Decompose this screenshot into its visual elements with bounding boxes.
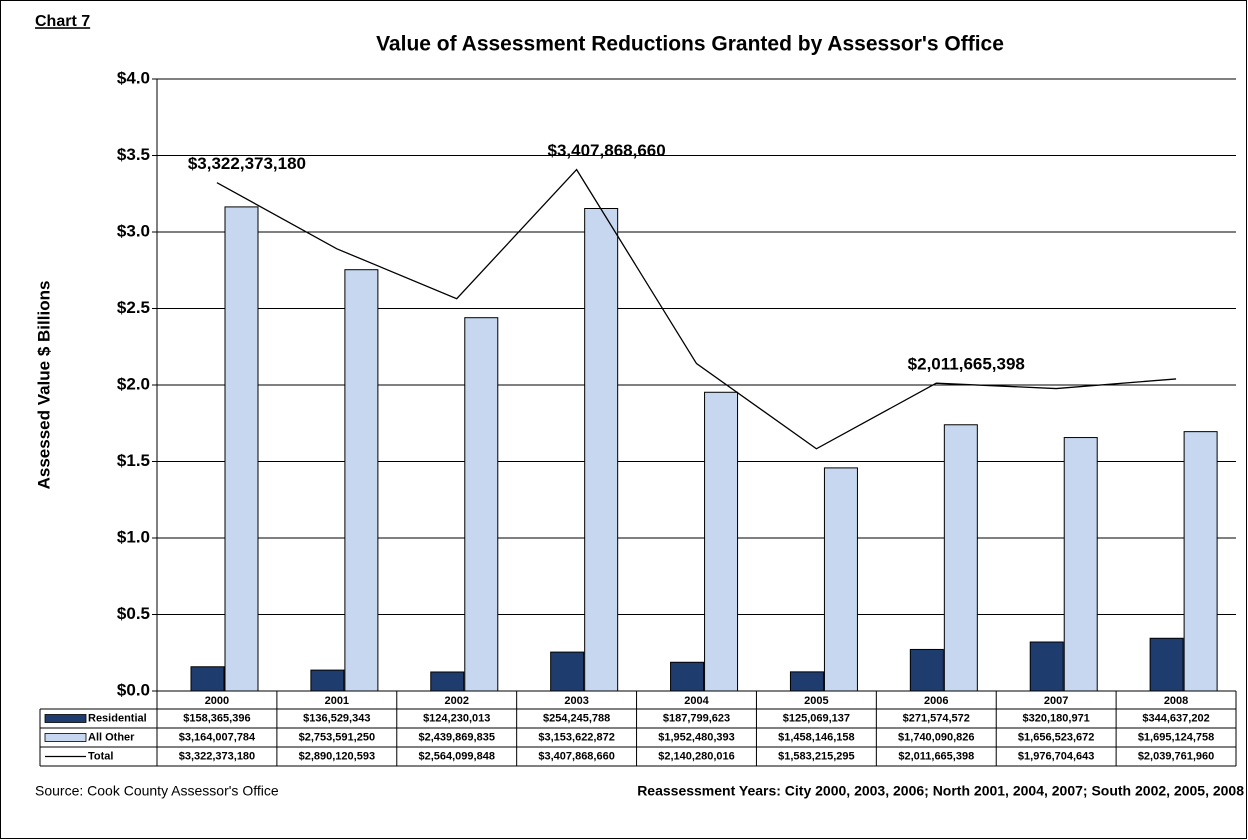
table-value: $2,890,120,593 (299, 750, 375, 762)
y-tick-label: $3.5 (117, 145, 150, 164)
x-tick-label: 2004 (684, 695, 709, 707)
table-value: $3,322,373,180 (179, 750, 255, 762)
table-value: $3,164,007,784 (179, 731, 256, 743)
table-value: $1,583,215,295 (778, 750, 854, 762)
legend-label: Total (88, 750, 113, 762)
bar (550, 651, 585, 692)
table-value: $1,695,124,758 (1138, 731, 1214, 743)
table-value: $2,011,665,398 (898, 750, 974, 762)
bar (310, 669, 345, 692)
x-tick-label: 2008 (1164, 695, 1188, 707)
chart-title: Value of Assessment Reductions Granted b… (376, 33, 1004, 56)
bar (464, 317, 499, 692)
bar (823, 467, 858, 692)
bar (704, 391, 739, 692)
table-value: $1,976,704,643 (1018, 750, 1094, 762)
chart-label: Chart 7 (35, 13, 90, 30)
y-tick-label: $3.0 (117, 221, 150, 240)
bar (190, 666, 225, 692)
table-value: $1,952,480,393 (658, 731, 734, 743)
y-tick-label: $0.0 (117, 680, 150, 699)
table-value: $2,753,591,250 (299, 731, 375, 743)
bar (1183, 431, 1218, 692)
x-tick-label: 2001 (325, 695, 349, 707)
x-tick-label: 2003 (564, 695, 588, 707)
bar (344, 269, 379, 692)
table-value: $1,656,523,672 (1018, 731, 1094, 743)
table-value: $1,740,090,826 (898, 731, 974, 743)
y-tick-label: $0.5 (117, 604, 150, 623)
table-value: $136,529,343 (303, 712, 370, 724)
table-value: $320,180,971 (1023, 712, 1090, 724)
y-tick-label: $2.0 (117, 374, 150, 393)
source: Source: Cook County Assessor's Office (35, 783, 279, 799)
table-value: $2,439,869,835 (418, 731, 494, 743)
annotation: $3,322,373,180 (188, 154, 306, 173)
table-value: $271,574,572 (903, 712, 970, 724)
x-tick-label: 2007 (1044, 695, 1068, 707)
table-value: $2,039,761,960 (1138, 750, 1214, 762)
table-value: $187,799,623 (663, 712, 730, 724)
bar (943, 424, 978, 692)
table-value: $3,153,622,872 (538, 731, 614, 743)
table-value: $124,230,013 (423, 712, 490, 724)
table-value: $125,069,137 (783, 712, 850, 724)
y-tick-label: $1.5 (117, 451, 150, 470)
legend-swatch (44, 733, 87, 742)
bar (430, 671, 465, 692)
x-tick-label: 2000 (205, 695, 229, 707)
bar (224, 206, 259, 692)
x-tick-label: 2002 (444, 695, 468, 707)
y-axis-label: Assessed Value $ Billions (34, 281, 53, 490)
bar (670, 661, 705, 692)
table-value: $2,564,099,848 (418, 750, 494, 762)
x-tick-label: 2005 (804, 695, 828, 707)
line (216, 168, 1177, 450)
y-tick-label: $1.0 (117, 527, 150, 546)
legend-label: All Other (88, 731, 135, 743)
table-value: $344,637,202 (1142, 712, 1209, 724)
y-tick-label: $4.0 (117, 68, 150, 87)
table-value: $1,458,146,158 (778, 731, 854, 743)
y-tick-label: $2.5 (117, 298, 150, 317)
table-value: $2,140,280,016 (658, 750, 734, 762)
bar (1029, 641, 1064, 692)
bar (1149, 637, 1184, 692)
legend-swatch (44, 714, 87, 723)
table-value: $3,407,868,660 (538, 750, 614, 762)
annotation: $2,011,665,398 (908, 355, 1025, 374)
annotation: $3,407,868,660 (548, 141, 666, 160)
bar (789, 671, 824, 692)
table-value: $254,245,788 (543, 712, 610, 724)
bar (584, 207, 619, 692)
x-tick-label: 2006 (924, 695, 948, 707)
table-value: $158,365,396 (183, 712, 250, 724)
bar (1063, 437, 1098, 692)
legend-label: Residential (88, 712, 147, 724)
bar (909, 648, 944, 692)
note: Reassessment Years: City 2000, 2003, 200… (637, 783, 1244, 799)
